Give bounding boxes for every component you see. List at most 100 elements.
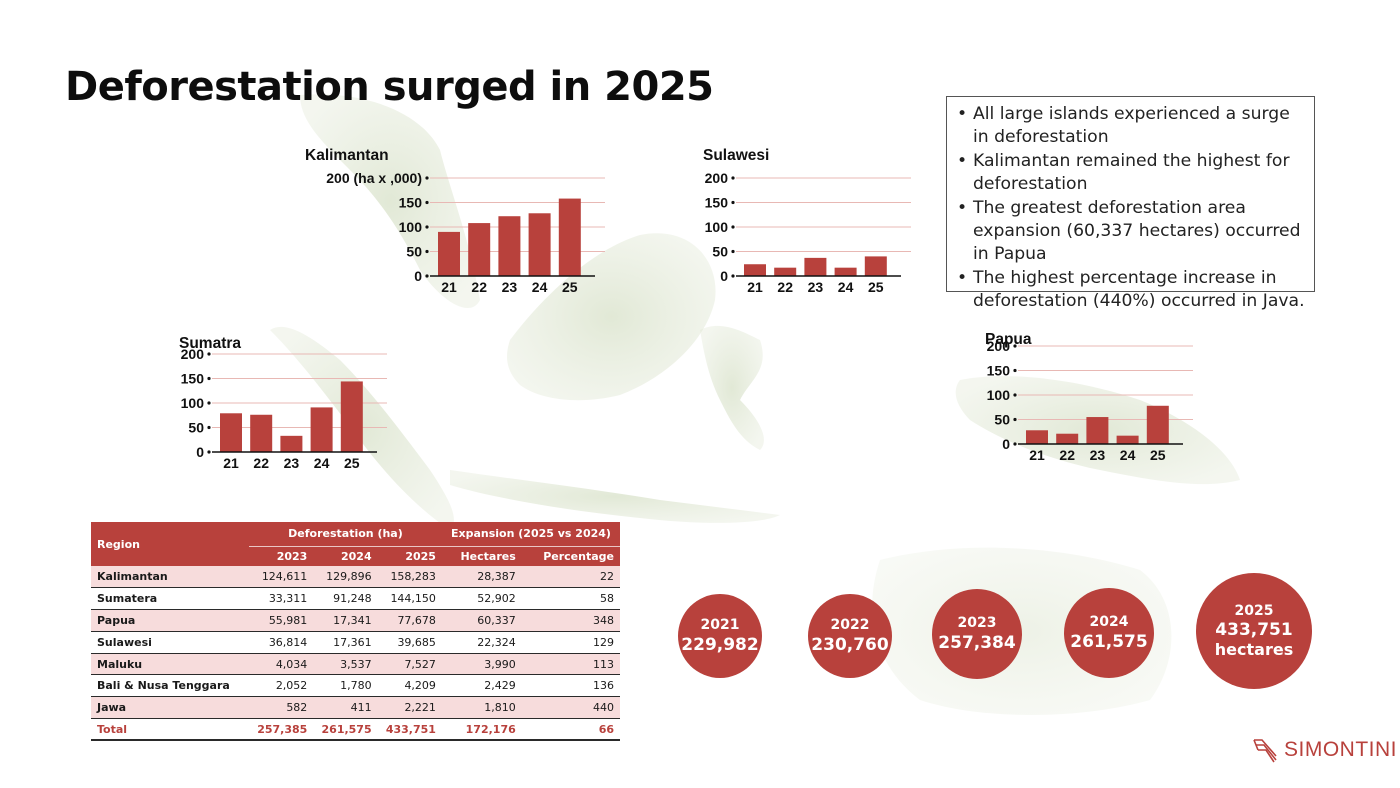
total-value: 66: [521, 718, 620, 742]
tick-dot: [425, 200, 429, 205]
x-tick-label: 23: [1090, 447, 1106, 463]
tick-dot: [1013, 417, 1017, 422]
y-tick-label: 100: [181, 395, 205, 411]
tick-dot: [425, 176, 429, 180]
y-tick-label: 0: [720, 268, 728, 284]
x-tick-label: 23: [502, 279, 518, 295]
y-tick-label: 50: [712, 244, 728, 260]
tick-dot: [731, 249, 735, 254]
x-tick-label: 22: [777, 279, 793, 295]
value-cell: 1,810: [441, 696, 522, 720]
y-tick-label: 200: [181, 346, 205, 362]
bar-24: [1116, 435, 1139, 444]
y-tick-label: 150: [705, 195, 729, 211]
bar-22: [1056, 433, 1079, 444]
circle-year: 2024: [1089, 614, 1129, 630]
y-tick-label: 200 (ha x ,000): [326, 170, 422, 186]
table-row: Maluku 4,034 3,537 7,527 3,990 113: [91, 653, 620, 676]
region-cell: Jawa: [91, 696, 249, 720]
x-tick-label: 21: [223, 455, 239, 471]
value-cell: 440: [521, 696, 620, 720]
deforestation-table: Region Deforestation (ha) Expansion (202…: [91, 522, 620, 742]
value-cell: 136: [521, 674, 620, 698]
value-cell: 55,981: [249, 609, 314, 632]
value-cell: 3,990: [441, 653, 522, 676]
circle-year: 2023: [957, 615, 997, 631]
value-cell: 91,248: [313, 587, 378, 611]
region-cell: Kalimantan: [91, 566, 249, 589]
y-tick-label: 100: [987, 387, 1011, 403]
y-tick-label: 150: [987, 363, 1011, 379]
circle-value: 261,575: [1070, 632, 1148, 652]
y-tick-label: 150: [399, 195, 423, 211]
header-region: Region: [97, 537, 140, 551]
bar-22: [468, 223, 491, 276]
tick-dot: [207, 425, 211, 430]
table-body: Kalimantan 124,611 129,896 158,283 28,387 22 S…: [91, 566, 620, 742]
tick-dot: [207, 450, 211, 454]
bar-25: [864, 256, 887, 276]
x-tick-label: 22: [253, 455, 269, 471]
chart-sulawesi: Sulawesi 0 50 100 150 200 21 22 23 24 25: [700, 144, 911, 305]
value-cell: 113: [521, 653, 620, 676]
yearly-total-2022: 2022 230,760: [808, 594, 892, 678]
value-cell: 2,429: [441, 674, 522, 698]
bar-23: [280, 435, 303, 452]
value-cell: 158,283: [377, 566, 442, 589]
value-cell: 2,221: [377, 696, 442, 720]
bar-24: [834, 267, 857, 276]
y-tick-label: 200: [705, 170, 729, 186]
value-cell: 77,678: [377, 609, 442, 632]
sub-header: Hectares: [460, 549, 516, 563]
header-deforestation: Deforestation (ha): [249, 522, 442, 547]
table-row: Kalimantan 124,611 129,896 158,283 28,387 22: [91, 566, 620, 589]
table-row: Sulawesi 36,814 17,361 39,685 22,324 129: [91, 631, 620, 654]
value-cell: 144,150: [377, 587, 442, 611]
circle-unit: hectares: [1214, 640, 1294, 659]
chart-title: Sumatra: [179, 335, 241, 352]
region-cell: Sumatera: [91, 587, 249, 611]
bar-23: [804, 257, 827, 276]
value-cell: 22,324: [441, 631, 522, 654]
tick-dot: [731, 176, 735, 180]
y-tick-label: 50: [994, 412, 1010, 428]
x-tick-label: 21: [1029, 447, 1045, 463]
circle-year: 2022: [830, 617, 870, 633]
tick-dot: [731, 225, 735, 229]
total-value: 257,385: [249, 718, 314, 742]
table-row: Papua 55,981 17,341 77,678 60,337 348: [91, 609, 620, 632]
chart-sumatra: Sumatra 0 50 100 150 200 21 22 23 24 25: [176, 332, 387, 493]
bar-22: [774, 267, 797, 276]
bar-21: [744, 264, 766, 276]
circle-value: 229,982: [681, 635, 759, 655]
bar-21: [1026, 430, 1048, 444]
value-cell: 4,209: [377, 674, 442, 698]
bar-25: [1146, 405, 1169, 444]
value-cell: 22: [521, 566, 620, 589]
x-tick-label: 21: [747, 279, 763, 295]
tick-dot: [731, 200, 735, 205]
value-cell: 52,902: [441, 587, 522, 611]
y-tick-label: 150: [181, 371, 205, 387]
value-cell: 4,034: [249, 653, 314, 676]
bar-23: [1086, 417, 1109, 444]
chart-title: Sulawesi: [703, 147, 769, 164]
table-row: Sumatera 33,311 91,248 144,150 52,902 58: [91, 587, 620, 611]
value-cell: 348: [521, 609, 620, 632]
bar-25: [340, 381, 363, 452]
value-cell: 411: [313, 696, 378, 720]
chart-title: Kalimantan: [305, 147, 389, 164]
tick-dot: [1013, 442, 1017, 446]
circle-year: 2021: [700, 617, 740, 633]
x-tick-label: 25: [868, 279, 884, 295]
logo-text: SIMONTINI: [1284, 738, 1397, 761]
x-tick-label: 22: [471, 279, 487, 295]
y-tick-label: 200: [987, 338, 1011, 354]
x-tick-label: 22: [1059, 447, 1075, 463]
y-tick-label: 100: [705, 219, 729, 235]
tick-dot: [1013, 344, 1017, 348]
value-cell: 7,527: [377, 653, 442, 676]
x-tick-label: 25: [344, 455, 360, 471]
value-cell: 2,052: [249, 674, 314, 698]
tick-dot: [207, 376, 211, 381]
